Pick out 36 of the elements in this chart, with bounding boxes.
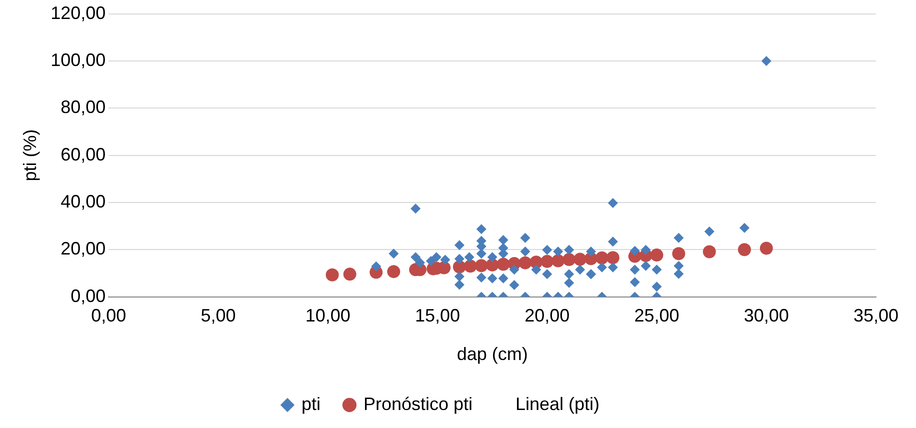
y-tick-label: 80,00 xyxy=(60,97,106,118)
point xyxy=(760,242,773,255)
point xyxy=(606,251,620,264)
x-tick-label: 20,00 xyxy=(524,306,570,326)
y-tick-label: 40,00 xyxy=(60,191,106,212)
point xyxy=(343,268,356,281)
point xyxy=(387,265,400,278)
x-tick-label: 25,00 xyxy=(634,306,680,326)
y-tick-label: 100,00 xyxy=(50,50,106,70)
point xyxy=(326,268,339,282)
point xyxy=(702,245,716,258)
point xyxy=(650,248,664,262)
x-tick-label: 15,00 xyxy=(414,306,460,326)
y-tick-label: 0,00 xyxy=(70,286,106,306)
point xyxy=(672,247,686,260)
legend-label: Pronóstico pti xyxy=(363,394,473,414)
point xyxy=(562,253,576,266)
x-tick-label: 5,00 xyxy=(200,306,236,326)
y-axis-title: pti (%) xyxy=(20,129,40,182)
x-axis-title: dap (cm) xyxy=(456,344,528,364)
point xyxy=(518,256,532,270)
point xyxy=(474,259,488,272)
x-tick-label: 35,00 xyxy=(853,306,899,326)
legend-label: pti xyxy=(301,394,320,414)
point xyxy=(438,261,451,274)
x-tick-label: 10,00 xyxy=(305,306,350,326)
point xyxy=(738,243,751,256)
text: Lineal (pti) xyxy=(516,394,600,414)
x-tick-label: 30,00 xyxy=(744,306,789,326)
point xyxy=(496,258,510,271)
x-tick-label: 0,00 xyxy=(91,306,126,326)
point xyxy=(540,254,554,268)
y-tick-label: 120,00 xyxy=(50,2,106,23)
point xyxy=(574,252,587,266)
y-tick-label: 20,00 xyxy=(60,238,106,259)
y-tick-label: 60,00 xyxy=(60,144,106,164)
